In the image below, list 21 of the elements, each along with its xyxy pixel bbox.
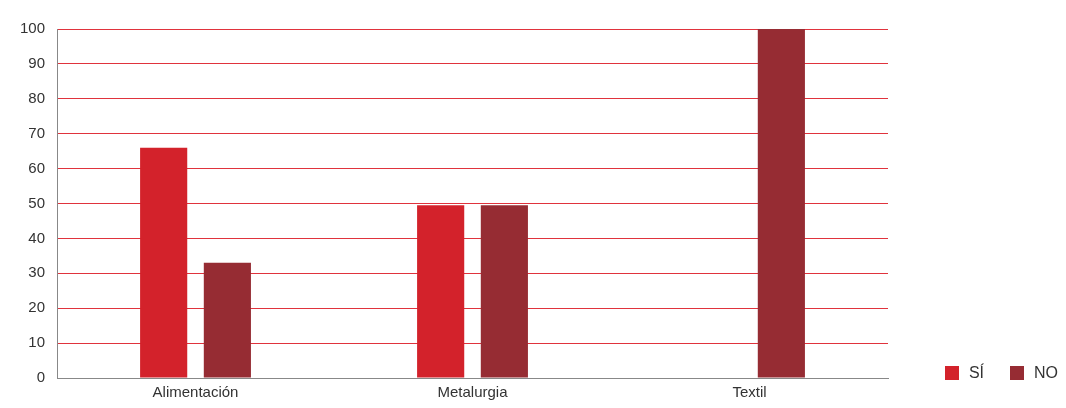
y-tick-label: 60 — [28, 158, 46, 176]
x-tick-label: Metalurgia — [437, 383, 509, 401]
y-tick-label: 40 — [28, 228, 46, 246]
y-tick-label: 50 — [28, 193, 46, 211]
bar — [140, 147, 188, 378]
bar — [203, 262, 251, 378]
y-tick-label: 20 — [28, 298, 46, 316]
y-tick-label: 10 — [28, 333, 46, 351]
y-tick-label: 70 — [28, 123, 46, 141]
legend-label: NO — [1034, 364, 1058, 382]
y-tick-label: 90 — [28, 54, 46, 72]
legend-label: SÍ — [968, 364, 984, 382]
bar — [417, 205, 465, 378]
y-tick-label: 80 — [28, 88, 46, 106]
bar — [757, 29, 805, 378]
x-tick-label: Textil — [732, 383, 767, 401]
bar — [480, 205, 528, 378]
y-tick-label: 100 — [20, 19, 46, 37]
x-tick-label: Alimentación — [152, 383, 239, 401]
y-tick-label: 0 — [36, 368, 46, 386]
y-tick-label: 30 — [28, 263, 46, 281]
